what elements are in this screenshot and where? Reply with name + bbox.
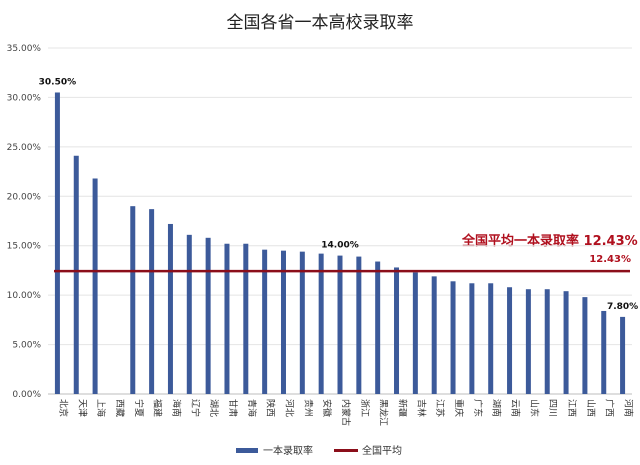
data-label: 14.00%	[321, 241, 359, 251]
legend-swatch-series	[236, 448, 258, 453]
bar	[73, 155, 79, 394]
x-tick-label: 福建	[152, 399, 164, 417]
bar	[431, 276, 437, 394]
bar	[318, 253, 324, 394]
x-tick-label: 新疆	[397, 399, 409, 417]
bar	[149, 209, 155, 394]
x-tick-label: 云南	[510, 399, 522, 417]
x-tick-label: 陕西	[265, 399, 277, 417]
x-tick-label: 北京	[57, 399, 69, 417]
x-tick-label: 广西	[604, 399, 616, 417]
bar	[243, 243, 249, 394]
x-tick-label: 山西	[585, 399, 596, 417]
y-tick-label: 25.00%	[7, 143, 42, 153]
data-label: 30.50%	[39, 77, 77, 87]
bar	[54, 92, 60, 394]
x-tick-label: 江西	[566, 399, 577, 417]
bar	[469, 283, 475, 394]
chart-title: 全国各省一本高校录取率	[226, 13, 414, 33]
x-tick-label: 辽宁	[189, 399, 201, 417]
bar	[167, 223, 173, 394]
x-tick-label: 黑龙江	[378, 399, 390, 426]
y-axis: 0.00% 5.00% 10.00% 15.00% 20.00% 25.00% 30.00%…	[7, 44, 42, 400]
x-tick-label: 青海	[246, 399, 258, 417]
x-tick-label: 湖南	[491, 399, 503, 417]
bar	[280, 250, 286, 394]
x-tick-label: 四川	[547, 399, 557, 417]
x-axis: 北京 天津 上海 西藏 宁夏 福建 海南 辽宁 湖北 甘肃 青海 陕西 河北 贵州 安徽 内蒙古 浙江 黑龙江 新疆…	[57, 399, 634, 426]
x-tick-label: 湖北	[208, 399, 219, 417]
y-tick-label: 15.00%	[7, 242, 42, 252]
legend-label-average: 全国平均	[362, 444, 402, 457]
x-tick-label: 吉林	[415, 399, 427, 417]
x-tick-label: 河北	[283, 399, 295, 417]
y-tick-label: 10.00%	[7, 291, 42, 301]
x-tick-label: 上海	[95, 399, 107, 417]
bar	[130, 206, 136, 394]
x-tick-label: 西藏	[114, 399, 126, 417]
x-tick-label: 甘肃	[227, 399, 239, 417]
bar	[582, 297, 588, 394]
bars	[54, 92, 626, 394]
x-tick-label: 山东	[528, 399, 540, 417]
bar	[299, 251, 305, 394]
bar	[450, 281, 456, 394]
x-tick-label: 内蒙古	[340, 399, 352, 426]
x-tick-label: 广东	[472, 399, 484, 417]
x-tick-label: 河南	[623, 399, 635, 417]
bar	[337, 255, 343, 394]
bar	[507, 287, 513, 394]
x-tick-label: 贵州	[302, 399, 314, 417]
bar	[563, 291, 569, 394]
y-tick-label: 20.00%	[7, 192, 42, 202]
bar	[620, 316, 626, 394]
average-line-label: 12.43%	[589, 254, 631, 265]
y-tick-label: 5.00%	[12, 341, 41, 351]
bar	[186, 234, 192, 394]
x-tick-label: 海南	[170, 399, 182, 417]
bar	[92, 178, 98, 394]
bar	[544, 289, 550, 394]
bar	[224, 243, 230, 394]
x-tick-label: 宁夏	[133, 399, 145, 417]
y-tick-label: 0.00%	[12, 390, 41, 400]
bar	[262, 249, 268, 394]
y-tick-label: 30.00%	[7, 93, 42, 103]
average-annotation: 全国平均一本录取率 12.43%	[461, 233, 638, 249]
x-tick-label: 江苏	[434, 399, 446, 417]
bar	[601, 310, 607, 394]
x-tick-label: 天津	[76, 399, 87, 417]
bar	[412, 272, 418, 394]
bar	[205, 237, 211, 394]
legend: 一本录取率 全国平均	[236, 444, 402, 457]
bar	[356, 256, 362, 394]
legend-label-series: 一本录取率	[263, 444, 313, 457]
x-tick-label: 浙江	[359, 399, 371, 417]
bar	[394, 267, 400, 394]
bar	[375, 261, 381, 394]
bar	[525, 289, 531, 394]
x-tick-label: 安徽	[321, 399, 333, 417]
x-tick-label: 重庆	[453, 399, 465, 417]
bar	[488, 283, 494, 394]
data-label: 7.80%	[607, 302, 638, 312]
y-tick-label: 35.00%	[7, 44, 42, 54]
